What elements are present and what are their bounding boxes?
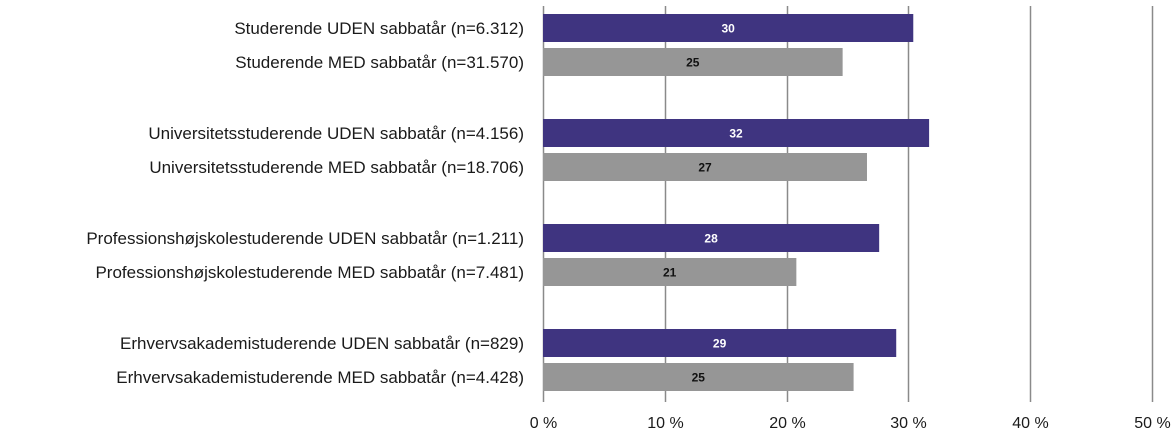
data-label: 28: [704, 232, 718, 246]
category-label: Studerende MED sabbatår (n=31.570): [235, 53, 524, 72]
category-label: Professionshøjskolestuderende MED sabbat…: [95, 263, 524, 282]
category-label: Studerende UDEN sabbatår (n=6.312): [234, 19, 524, 38]
data-label: 30: [721, 22, 735, 36]
category-labels: Studerende UDEN sabbatår (n=6.312) Studer…: [86, 19, 524, 387]
bar: [543, 224, 880, 252]
category-label: Professionshøjskolestuderende UDEN sabba…: [86, 229, 524, 248]
x-tick-label: 20 %: [769, 415, 805, 432]
category-label: Universitetsstuderende MED sabbatår (n=1…: [149, 158, 524, 177]
x-tick-label: 0 %: [530, 415, 558, 432]
data-label: 27: [698, 161, 712, 175]
bar: [543, 119, 930, 147]
x-tick-label: 50 %: [1134, 415, 1170, 432]
data-label: 25: [692, 371, 706, 385]
x-tick-label: 10 %: [647, 415, 683, 432]
bar: [543, 14, 914, 42]
bar: [543, 363, 854, 391]
category-label: Universitetsstuderende UDEN sabbatår (n=…: [148, 124, 524, 143]
bars: 30 25 32 27 28 21 29 25: [543, 14, 930, 391]
bar: [543, 48, 843, 76]
x-tick-label: 30 %: [890, 415, 926, 432]
data-label: 25: [686, 56, 700, 70]
bar: [543, 258, 797, 286]
bar: [543, 329, 897, 357]
data-label: 21: [663, 266, 677, 280]
data-label: 32: [729, 127, 743, 141]
category-label: Erhvervsakademistuderende MED sabbatår (…: [116, 368, 524, 387]
bar: [543, 153, 867, 181]
data-label: 29: [713, 337, 727, 351]
x-axis-ticks: 0 % 10 % 20 % 30 % 40 % 50 %: [530, 415, 1171, 432]
category-label: Erhvervsakademistuderende UDEN sabbatår …: [120, 334, 524, 353]
x-tick-label: 40 %: [1012, 415, 1048, 432]
